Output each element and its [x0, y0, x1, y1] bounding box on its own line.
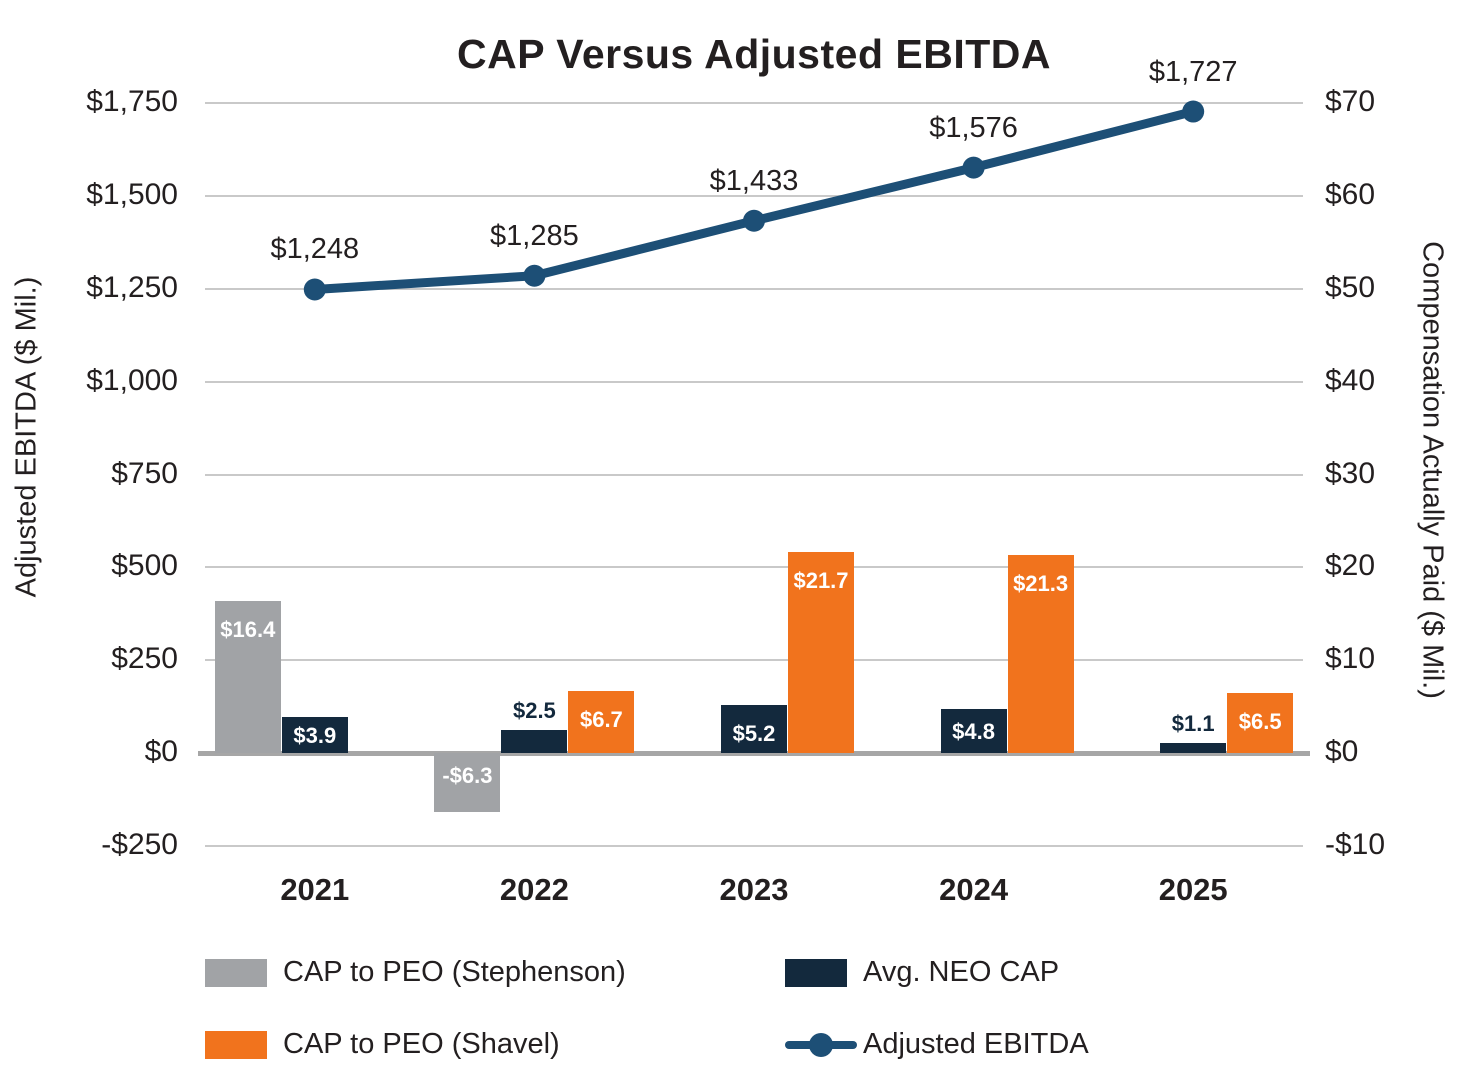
- zero-baseline: [198, 750, 1310, 756]
- gridline: [205, 566, 1303, 569]
- left-axis-tick-label: $250: [111, 642, 178, 676]
- left-axis-tick-label: $500: [111, 549, 178, 583]
- x-axis-label-2023: 2023: [719, 872, 789, 907]
- bar-cap-to-peo-shavel--2023: [788, 551, 854, 754]
- bar-avg-neo-cap-2025: [1160, 742, 1227, 754]
- bar-value-label: $21.3: [1013, 571, 1069, 597]
- legend-label-adjusted-ebitda: Adjusted EBITDA: [863, 1028, 1089, 1060]
- left-axis-tick-label: $1,250: [86, 270, 178, 304]
- bar-value-label: $21.7: [793, 567, 849, 593]
- bar-avg-neo-cap-2024: [940, 708, 1007, 754]
- legend-swatch-cap-to-peo-shavel-: [205, 1031, 267, 1059]
- right-axis-title: Compensation Actually Paid ($ Mil.): [1416, 241, 1449, 699]
- legend-label-avg-neo-cap: Avg. NEO CAP: [863, 956, 1060, 988]
- line-value-label: $1,248: [270, 233, 360, 266]
- right-axis-tick-label: $60: [1325, 177, 1376, 211]
- line-value-label: $1,727: [1148, 55, 1238, 88]
- bar-avg-neo-cap-2023: [721, 704, 787, 754]
- legend-swatch-avg-neo-cap: [785, 959, 847, 987]
- bar-cap-to-peo-stephenson--2022: [434, 753, 501, 812]
- bar-value-label: $4.8: [952, 718, 995, 744]
- gridline: [205, 287, 1303, 290]
- left-axis-tick-label: $0: [144, 735, 178, 769]
- bar-value-label: $5.2: [732, 720, 776, 746]
- right-axis-tick-label: $0: [1325, 735, 1359, 769]
- bar-value-label: $6.7: [579, 706, 623, 732]
- x-axis-label-2025: 2025: [1158, 872, 1228, 907]
- bar-cap-to-peo-shavel--2025: [1227, 692, 1294, 754]
- bar-value-label: $3.9: [293, 723, 337, 748]
- bar-avg-neo-cap-2021: [281, 716, 348, 754]
- right-axis-tick-label: $50: [1325, 270, 1376, 304]
- x-axis-label-2022: 2022: [499, 872, 569, 907]
- right-axis-tick-label: -$10: [1325, 828, 1386, 861]
- gridline: [205, 102, 1303, 104]
- legend-swatch-cap-to-peo-stephenson-: [205, 959, 267, 987]
- line-value-label: $1,285: [490, 219, 579, 252]
- x-axis-label-2024: 2024: [939, 872, 1009, 907]
- bar-value-label: -$6.3: [442, 763, 493, 789]
- left-axis-tick-label: $1,000: [86, 363, 178, 397]
- left-axis-tick-label: $1,750: [86, 85, 178, 118]
- chart-title: CAP Versus Adjusted EBITDA: [457, 31, 1051, 78]
- bar-value-label: $2.5: [512, 697, 556, 723]
- bar-cap-to-peo-shavel--2024: [1007, 555, 1074, 754]
- bar-value-label: $16.4: [220, 616, 276, 642]
- ebitda-point-2024: [962, 156, 985, 179]
- gridline: [205, 659, 1303, 662]
- legend-label-cap-to-peo-shavel-: CAP to PEO (Shavel): [283, 1028, 560, 1060]
- right-axis-tick-label: $70: [1325, 85, 1376, 118]
- left-axis-tick-label: -$250: [101, 828, 178, 861]
- bar-cap-to-peo-stephenson--2021: [214, 600, 281, 754]
- bar-value-label: $6.5: [1238, 708, 1282, 734]
- line-value-label: $1,576: [929, 111, 1018, 144]
- left-axis-tick-label: $1,500: [86, 177, 178, 211]
- ebitda-point-2022: [523, 264, 546, 287]
- right-axis-tick-label: $20: [1325, 549, 1376, 583]
- right-axis-tick-label: $30: [1325, 456, 1376, 490]
- gridline: [205, 473, 1303, 476]
- ebitda-point-2023: [743, 209, 765, 232]
- right-axis-tick-label: $10: [1325, 642, 1376, 676]
- bar-value-label: $1.1: [1171, 710, 1215, 736]
- left-axis-tick-label: $750: [111, 456, 178, 490]
- bar-avg-neo-cap-2022: [501, 729, 568, 754]
- right-axis-tick-label: $40: [1325, 363, 1376, 397]
- line-value-label: $1,433: [709, 164, 799, 197]
- bar-cap-to-peo-shavel--2022: [568, 690, 635, 754]
- legend-label-cap-to-peo-stephenson-: CAP to PEO (Stephenson): [283, 956, 626, 988]
- x-axis-label-2021: 2021: [280, 872, 350, 907]
- legend-dot-marker: [809, 1033, 833, 1057]
- gridline: [205, 380, 1303, 383]
- gridline: [205, 845, 1303, 847]
